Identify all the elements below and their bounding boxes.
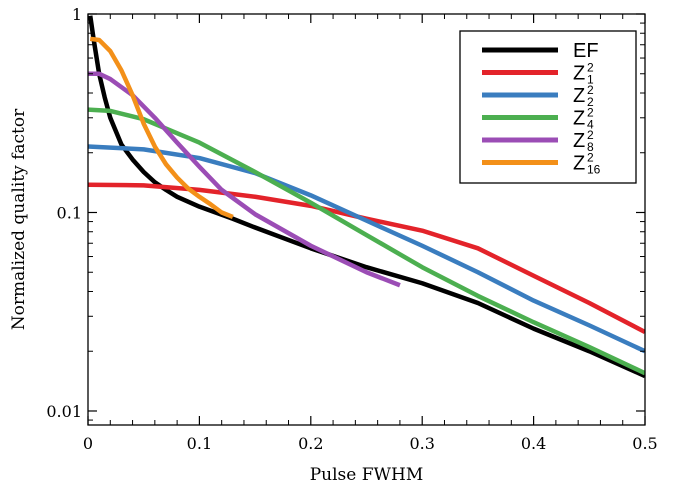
series-line-4 [88, 107, 645, 376]
legend-label-subscript: 16 [587, 163, 601, 177]
legend-entry: Z 21 [573, 61, 594, 87]
series-line-5 [88, 71, 401, 288]
legend-entry: Z 216 [573, 151, 601, 177]
series-line-3 [88, 144, 645, 354]
x-tick-label: 0.1 [187, 434, 212, 453]
legend-entry: Z 28 [573, 128, 594, 154]
legend-entry: Z 24 [573, 106, 594, 132]
series-line-2 [88, 182, 645, 334]
y-tick-label: 0.01 [46, 402, 82, 421]
legend-label-subscript: 1 [587, 73, 594, 87]
legend-label-superscript: 2 [587, 83, 594, 97]
legend-label: Z [573, 108, 585, 130]
x-tick-label: 0.5 [632, 434, 657, 453]
y-tick-label: 0.1 [57, 203, 82, 222]
x-tick-label: 0.3 [409, 434, 434, 453]
legend-label-subscript: 8 [587, 140, 594, 154]
series-line-1 [88, 15, 645, 379]
x-tick-label: 0.2 [298, 434, 323, 453]
series-line-6 [89, 36, 234, 220]
legend-label: Z [573, 153, 585, 175]
x-tick-label: 0.4 [521, 434, 546, 453]
legend-label: EF [573, 40, 599, 62]
x-axis-title: Pulse FWHM [310, 465, 424, 485]
legend-label-subscript: 2 [587, 95, 594, 109]
legend-label: Z [573, 63, 585, 85]
legend-label-superscript: 2 [587, 128, 594, 142]
legend-entry: EF [573, 40, 599, 62]
legend-label-superscript: 2 [587, 61, 594, 75]
y-axis-title: Normalized quality factor [9, 108, 29, 330]
y-tick-label: 1 [72, 5, 82, 24]
x-tick-label: 0 [83, 434, 93, 453]
legend-label-superscript: 2 [587, 151, 594, 165]
legend-label-superscript: 2 [587, 106, 594, 120]
legend-entry: Z 22 [573, 83, 594, 109]
legend-box [459, 30, 637, 184]
legend-label: Z [573, 85, 585, 107]
plot-frame [87, 13, 646, 426]
legend-label-subscript: 4 [587, 118, 594, 132]
legend-label: Z [573, 130, 585, 152]
